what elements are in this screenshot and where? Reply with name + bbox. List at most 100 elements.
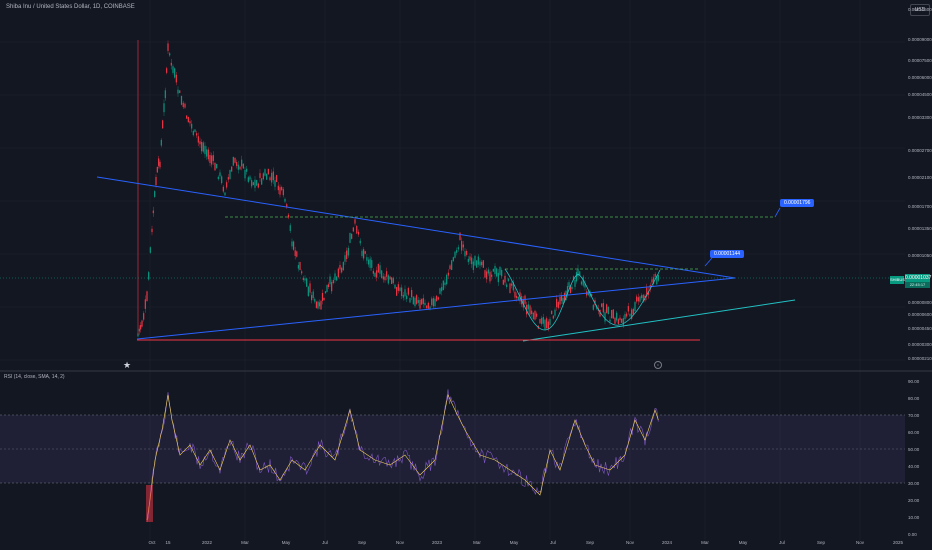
candle-body: [329, 276, 331, 285]
candle-body: [194, 129, 196, 133]
time-axis-label: Jul: [779, 540, 785, 545]
price-axis-label: 0.00004500: [908, 92, 932, 97]
candle-body: [346, 250, 348, 260]
candle-body: [222, 186, 224, 192]
candle-body: [324, 291, 327, 294]
candle-body: [637, 297, 639, 302]
candle-body: [237, 164, 239, 170]
candle-body: [269, 177, 271, 181]
candle-body: [226, 182, 228, 188]
candle-body: [282, 189, 284, 196]
candle-body: [307, 286, 309, 297]
pattern-curve: [504, 268, 661, 331]
candle-body: [592, 304, 594, 310]
candle-body: [594, 300, 596, 305]
candle-body: [626, 313, 628, 317]
target-badge-1[interactable]: 0.00001796: [780, 199, 815, 207]
candle-body: [361, 250, 363, 257]
rsi-oversold-fill: [146, 485, 153, 522]
candle-body: [459, 232, 461, 241]
candle-body: [441, 287, 443, 292]
candle-body: [286, 204, 288, 208]
candle-body: [327, 284, 330, 288]
candle-body: [504, 275, 506, 283]
time-axis-label: May: [509, 540, 519, 545]
candle-body: [439, 288, 441, 294]
candle-body: [404, 289, 406, 297]
candle-body: [351, 233, 353, 239]
candle-body: [374, 272, 376, 277]
candle-body: [314, 299, 316, 302]
rsi-lines: [146, 389, 659, 523]
price-axis-label: 0.00000800: [908, 300, 932, 305]
price-axis-label: 0.00007500: [908, 58, 932, 63]
candle-body: [602, 303, 604, 313]
circle-marker-icon[interactable]: •: [654, 361, 662, 369]
candle-body: [384, 276, 386, 281]
candle-body: [241, 159, 243, 167]
price-axis-label: 0.00000210: [908, 356, 932, 361]
candle-body: [575, 272, 578, 282]
candle-body: [516, 295, 518, 299]
candle-body: [349, 232, 351, 243]
tradingview-logo-icon[interactable]: ★: [123, 360, 132, 370]
candle-body: [546, 318, 548, 329]
candle-body: [656, 275, 658, 285]
candle-body: [159, 161, 161, 168]
candle-body: [487, 269, 489, 274]
candle-body: [560, 295, 563, 301]
price-candles: [137, 40, 659, 338]
candle-body: [163, 103, 165, 113]
support-trendline: [522, 299, 796, 342]
rsi-ma-line: [146, 394, 659, 521]
candle-body: [158, 158, 160, 166]
candle-body: [247, 177, 249, 182]
candle-body: [654, 273, 656, 277]
target-callout-2: [704, 257, 713, 267]
candle-body: [144, 299, 146, 309]
candle-body: [477, 256, 479, 265]
target-badge-2[interactable]: 0.00001144: [710, 250, 745, 258]
candle-body: [354, 219, 356, 224]
candle-body: [209, 155, 211, 164]
candle-body: [189, 121, 191, 124]
time-axis-label: Mar: [241, 540, 249, 545]
time-axis-label: Sep: [585, 540, 595, 545]
candle-body: [234, 157, 236, 163]
candle-body: [449, 265, 451, 270]
candle-body: [180, 95, 183, 105]
candle-body: [491, 274, 493, 277]
time-axis-label: Nov: [625, 540, 635, 545]
candle-body: [151, 228, 153, 233]
candle-body: [517, 296, 519, 301]
candle-body: [427, 302, 429, 309]
currency-button[interactable]: USD: [910, 4, 930, 16]
candle-body: [141, 320, 143, 327]
candle-body: [186, 115, 188, 119]
candle-body: [497, 272, 499, 283]
candle-body: [148, 272, 150, 280]
rsi-axis-label: 0.00: [908, 532, 917, 537]
candle-body: [367, 259, 370, 265]
candle-body: [216, 163, 218, 169]
candle-body: [391, 277, 393, 285]
rsi-title[interactable]: RSI (14, close, SMA, 14, 2): [4, 374, 65, 380]
time-axis-label: Mar: [701, 540, 709, 545]
candle-body: [641, 295, 643, 299]
time-axis-label: Jul: [550, 540, 556, 545]
candle-body: [382, 276, 384, 280]
candle-body: [289, 225, 291, 231]
candle-body: [191, 123, 193, 129]
candle-body: [232, 156, 234, 166]
candle-body: [621, 318, 623, 323]
candle-body: [527, 304, 529, 310]
candle-body: [271, 172, 273, 183]
candle-body: [511, 283, 513, 286]
candle-body: [207, 149, 209, 160]
candle-body: [371, 260, 373, 268]
candle-body: [431, 298, 433, 305]
candle-body: [299, 262, 301, 271]
candle-body: [446, 274, 448, 285]
candle-body: [332, 279, 334, 284]
